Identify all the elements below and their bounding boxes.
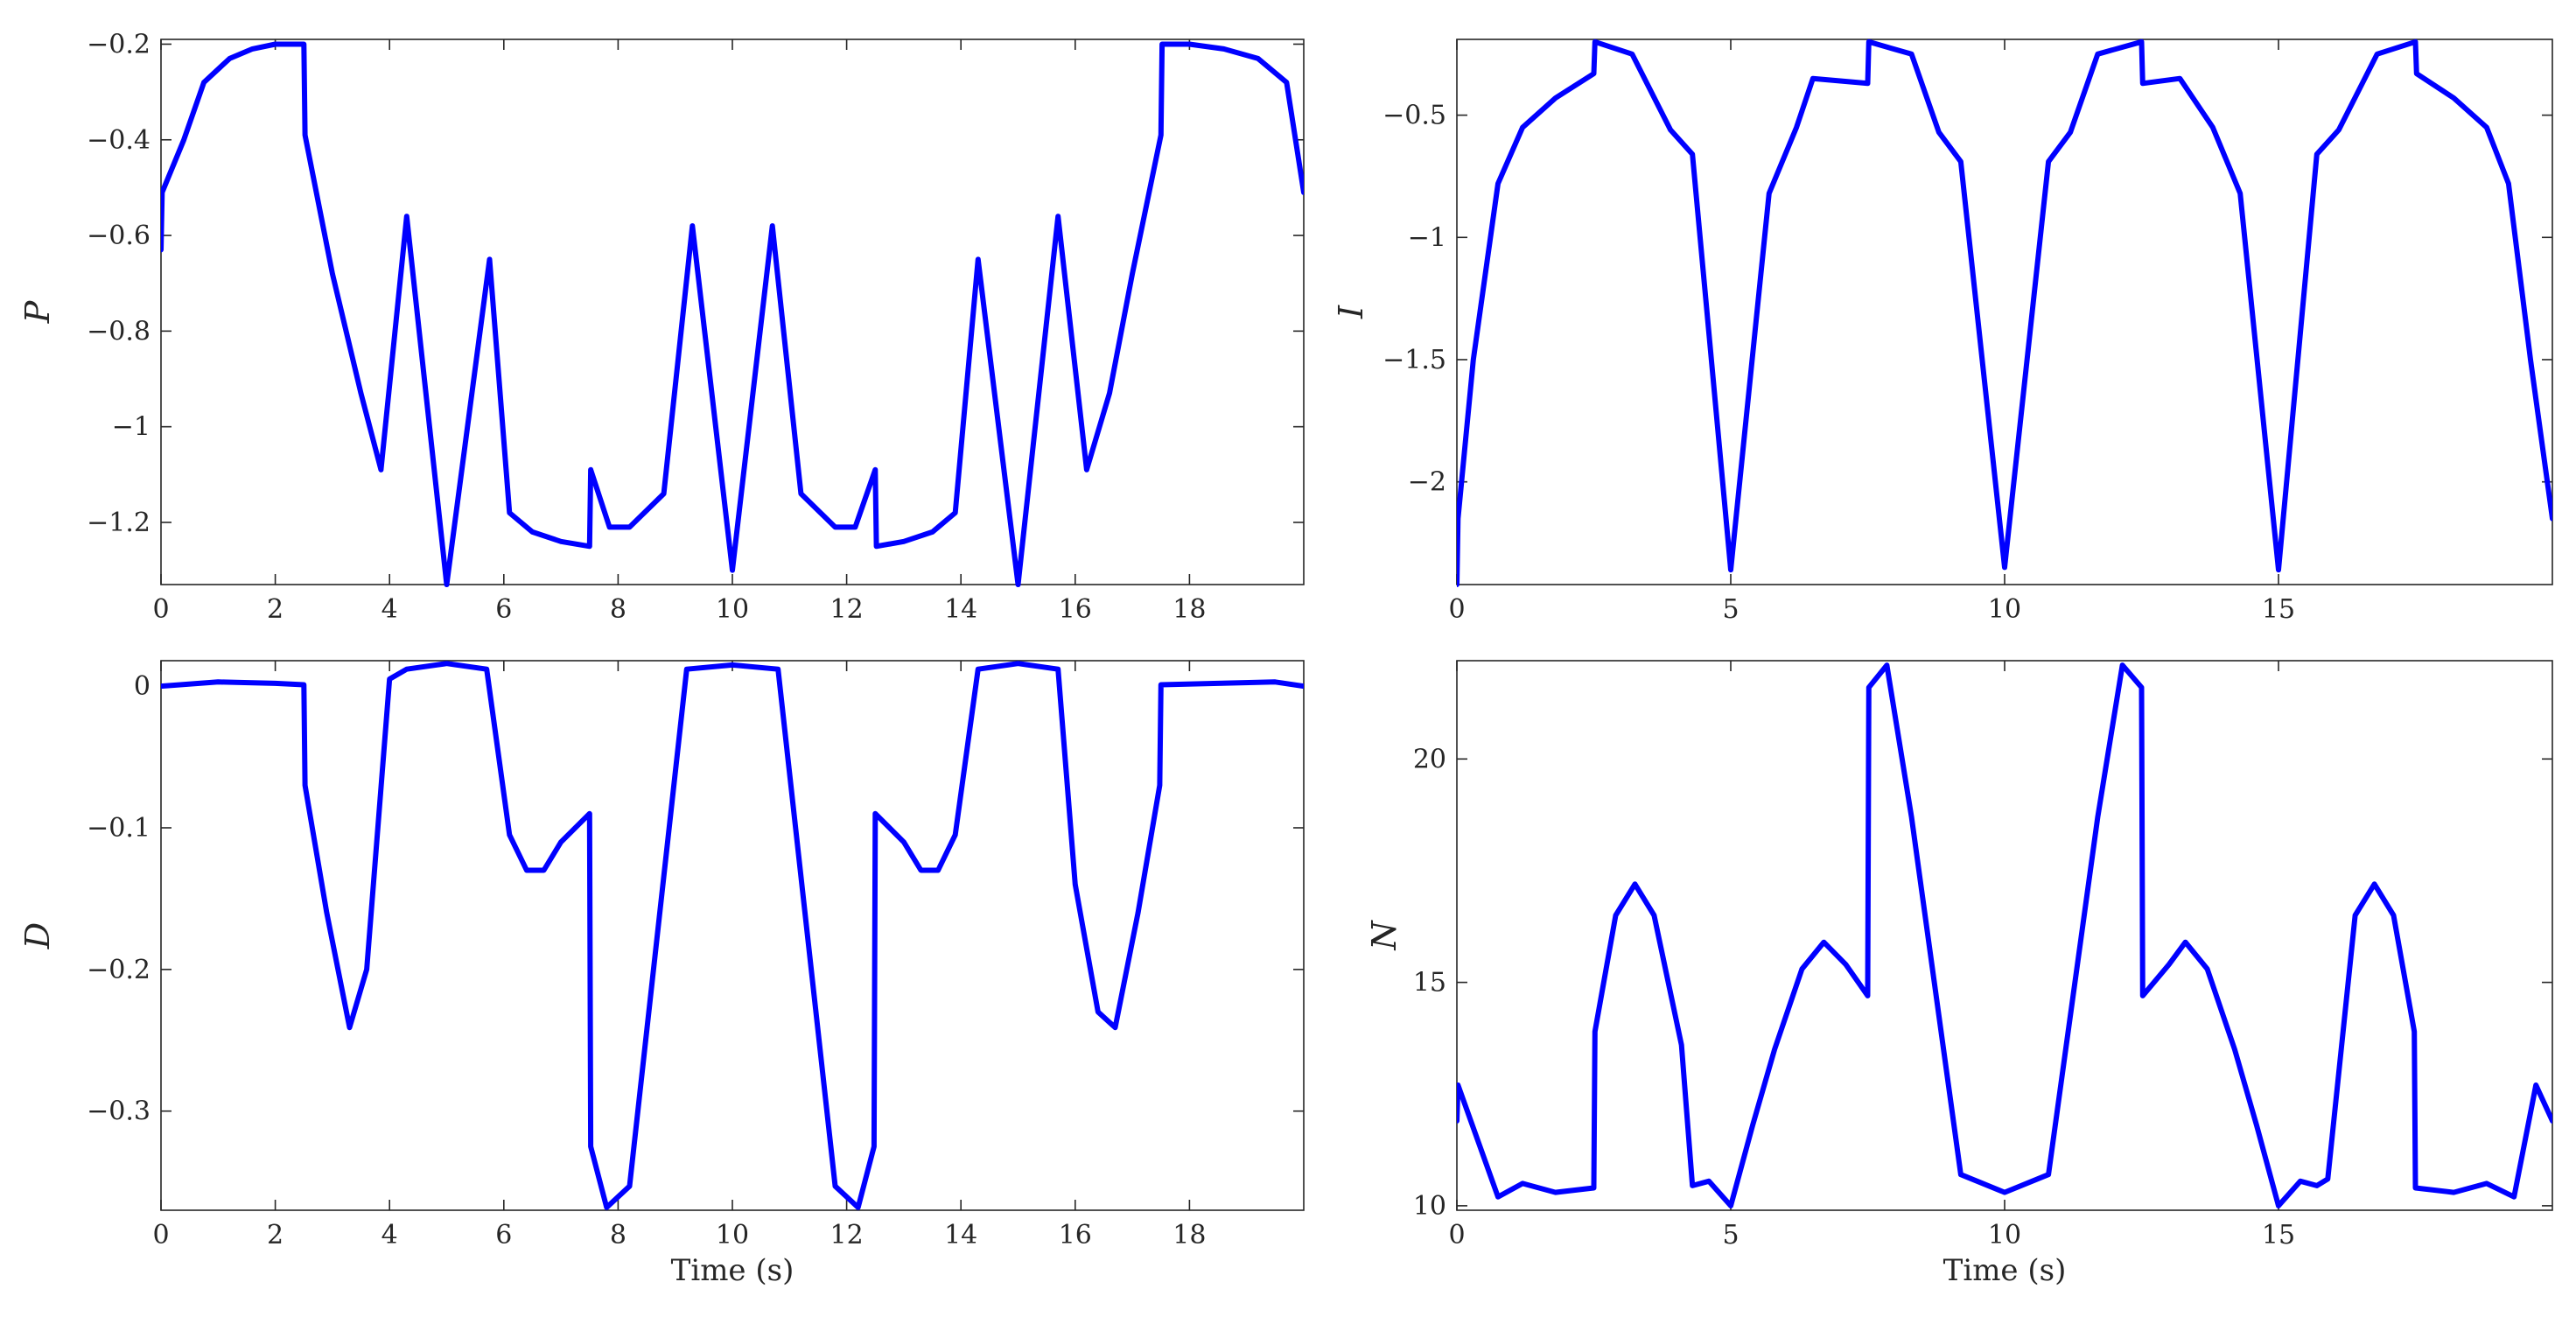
series-line-N [1457, 662, 2552, 1208]
x-tick-label: 8 [610, 594, 626, 625]
y-tick-label: −0.1 [87, 813, 150, 844]
x-tick-label: 15 [2262, 594, 2295, 625]
x-tick-label: 18 [1172, 1220, 1206, 1250]
y-tick-label: −1.2 [87, 508, 150, 538]
subplot-top-right-I: 0 5 10 15 −0.5 −1 −1.5 −2 I [1332, 39, 2553, 625]
x-tick-label: 0 [1448, 594, 1465, 625]
y-tick-label: 15 [1413, 968, 1446, 998]
y-tick-label: −0.2 [87, 955, 150, 985]
y-tick-label: −2 [1408, 467, 1446, 498]
x-tick-label: 6 [495, 1220, 512, 1250]
x-axis-label: Time (s) [671, 1253, 794, 1288]
subplot-top-left-P: 0 2 4 6 8 10 12 14 16 18 −0.2 −0.4 −0.6 −0.8 −1 −1.2 P [18, 29, 1305, 625]
x-tick-label: 12 [830, 1220, 864, 1250]
y-axis-label: I [1332, 305, 1370, 319]
x-tick-label: 16 [1059, 1220, 1092, 1250]
x-tick-label: 2 [267, 594, 284, 625]
x-tick-label: 5 [1722, 1220, 1739, 1250]
x-tick-label: 16 [1059, 594, 1092, 625]
x-tick-label: 5 [1722, 594, 1739, 625]
y-tick-label: 10 [1413, 1191, 1446, 1222]
x-tick-label: 10 [1988, 594, 2021, 625]
x-tick-label: 14 [944, 1220, 977, 1250]
x-tick-label: 12 [830, 594, 864, 625]
x-tick-label: 10 [716, 594, 749, 625]
x-tick-label: 10 [1988, 1220, 2021, 1250]
series-line-P [161, 41, 1304, 587]
x-tick-label: 2 [267, 1220, 284, 1250]
x-tick-label: 0 [1448, 1220, 1465, 1250]
y-tick-label: −0.3 [87, 1096, 150, 1127]
y-tick-label: −0.6 [87, 221, 150, 251]
subplot-bottom-right-N: 0 5 10 15 10 15 20 N Time (s) [1365, 660, 2553, 1288]
y-tick-label: −0.4 [87, 125, 150, 156]
y-tick-label: 20 [1413, 744, 1446, 774]
series-line-D [161, 661, 1304, 1210]
y-tick-label: −0.8 [87, 316, 150, 347]
x-tick-label: 15 [2262, 1220, 2295, 1250]
x-tick-label: 10 [716, 1220, 749, 1250]
series-line-I [1457, 39, 2552, 587]
x-tick-label: 4 [382, 594, 398, 625]
x-tick-label: 6 [495, 594, 512, 625]
y-tick-label: −0.2 [87, 29, 150, 60]
x-tick-label: 0 [152, 594, 169, 625]
x-axis-label: Time (s) [1943, 1253, 2067, 1288]
y-axis-label: N [1365, 920, 1404, 951]
subplot-grid: 0 2 4 6 8 10 12 14 16 18 −0.2 −0.4 −0.6 −0.8 −1 −1.2 P 0 5… [18, 29, 2553, 1288]
x-tick-label: 14 [944, 594, 977, 625]
x-tick-label: 4 [382, 1220, 398, 1250]
y-tick-label: 0 [134, 671, 150, 702]
x-tick-label: 18 [1172, 594, 1206, 625]
y-tick-label: −1 [112, 412, 150, 443]
subplot-bottom-left-D: 0 2 4 6 8 10 12 14 16 18 0 −0.1 −0.2 −0.3 D Time (s) [18, 660, 1305, 1288]
x-tick-label: 8 [610, 1220, 626, 1250]
y-tick-label: −0.5 [1382, 101, 1446, 131]
x-tick-label: 0 [152, 1220, 169, 1250]
y-axis-label: D [18, 922, 57, 949]
y-tick-label: −1.5 [1382, 345, 1446, 375]
y-axis-label: P [18, 299, 57, 324]
y-tick-label: −1 [1408, 222, 1446, 253]
